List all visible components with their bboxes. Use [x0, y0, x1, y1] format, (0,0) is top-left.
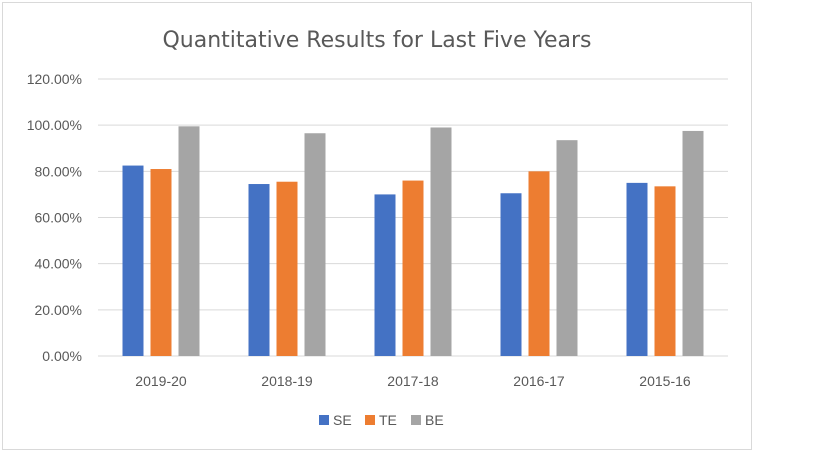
- bar-te-2017-18: [402, 180, 424, 356]
- y-axis-tick-labels: 0.00% 20.00% 40.00% 60.00% 80.00% 100.00% 120.…: [27, 71, 82, 364]
- legend-swatch-te: [365, 415, 375, 425]
- bar-te-2016-17: [528, 171, 550, 356]
- bar-be-2016-17: [556, 140, 578, 356]
- y-tick-label: 0.00%: [42, 348, 82, 364]
- y-tick-label: 120.00%: [27, 71, 82, 87]
- x-tick-label: 2015-16: [639, 373, 691, 389]
- chart-frame: Quantitative Results for Last Five Years…: [2, 2, 752, 450]
- legend: SE TE BE: [319, 412, 444, 428]
- legend-swatch-se: [319, 415, 329, 425]
- legend-label: BE: [425, 412, 444, 428]
- bars: [122, 126, 704, 356]
- legend-swatch-be: [411, 415, 421, 425]
- bar-be-2015-16: [682, 130, 704, 356]
- y-tick-label: 100.00%: [27, 117, 82, 133]
- bar-se-2016-17: [500, 193, 522, 356]
- bar-be-2018-19: [304, 133, 326, 356]
- x-axis-tick-labels: 2019-20 2018-19 2017-18 2016-17 2015-16: [135, 373, 691, 389]
- chart-title: Quantitative Results for Last Five Years: [162, 28, 591, 53]
- bar-se-2019-20: [122, 165, 144, 356]
- y-tick-label: 60.00%: [35, 210, 82, 226]
- x-tick-label: 2019-20: [135, 373, 187, 389]
- legend-label: TE: [379, 412, 397, 428]
- bar-be-2017-18: [430, 127, 452, 356]
- x-tick-label: 2018-19: [261, 373, 313, 389]
- y-tick-label: 40.00%: [35, 256, 82, 272]
- x-tick-label: 2016-17: [513, 373, 565, 389]
- bar-se-2018-19: [248, 184, 270, 356]
- bar-te-2015-16: [654, 186, 676, 356]
- legend-label: SE: [333, 412, 352, 428]
- bar-se-2015-16: [626, 182, 648, 356]
- x-tick-label: 2017-18: [387, 373, 439, 389]
- bar-se-2017-18: [374, 194, 396, 356]
- y-tick-label: 20.00%: [35, 302, 82, 318]
- bar-te-2019-20: [150, 169, 172, 356]
- bar-te-2018-19: [276, 181, 298, 356]
- bar-be-2019-20: [178, 126, 200, 356]
- y-tick-label: 80.00%: [35, 163, 82, 179]
- bar-chart: Quantitative Results for Last Five Years…: [27, 28, 728, 428]
